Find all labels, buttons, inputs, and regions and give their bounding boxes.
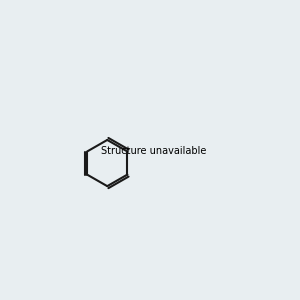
- Text: Structure unavailable: Structure unavailable: [101, 146, 206, 157]
